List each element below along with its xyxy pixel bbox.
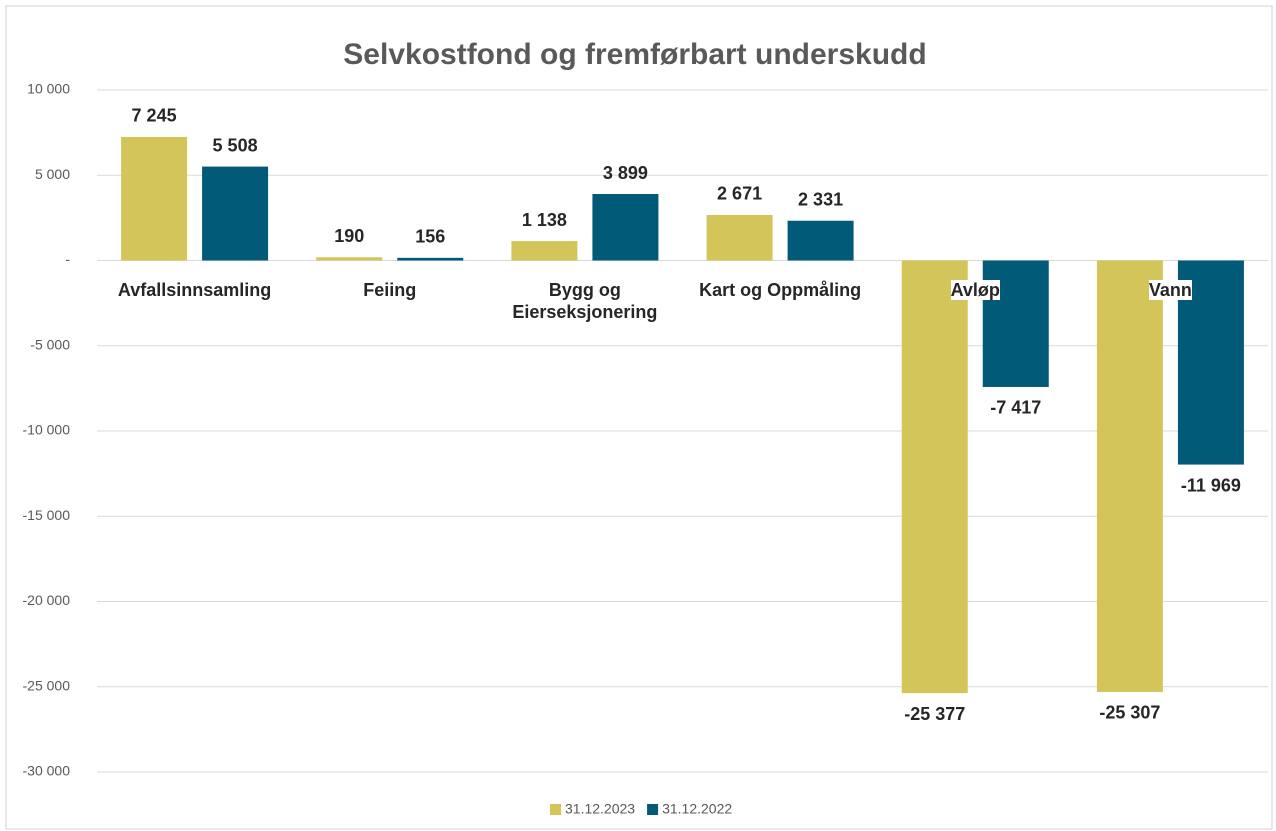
value-label: -25 307 <box>1099 703 1160 723</box>
bar <box>901 260 968 694</box>
value-label: 2 671 <box>717 184 762 204</box>
x-tick-label: Kart og Oppmåling <box>690 279 870 301</box>
value-label: 190 <box>334 226 364 246</box>
bar <box>397 257 464 261</box>
y-tick-label: - <box>65 251 70 267</box>
category-text: Kart og Oppmåling <box>699 279 862 300</box>
y-tick-label: -5 000 <box>30 336 70 352</box>
value-label: 3 899 <box>603 163 648 183</box>
legend-swatch <box>647 804 659 815</box>
value-label: -7 417 <box>990 398 1041 418</box>
bar <box>316 257 383 261</box>
bar <box>202 166 269 261</box>
legend-swatch <box>550 804 561 815</box>
y-tick-label: -10 000 <box>23 422 71 438</box>
chart-frame <box>5 5 1273 830</box>
value-label: -25 377 <box>904 704 965 724</box>
value-label: 2 331 <box>798 190 843 210</box>
value-label: -11 969 <box>1181 475 1241 495</box>
bar <box>592 194 659 261</box>
value-label: 5 508 <box>213 135 258 155</box>
chart-title: Selvkostfond og fremførbart underskudd <box>343 38 926 71</box>
category-text: Avløp <box>950 279 1000 300</box>
y-tick-label: -30 000 <box>23 763 71 779</box>
legend-label: 31.12.2022 <box>662 801 732 817</box>
x-tick-label: Feiing <box>300 279 480 301</box>
value-label: 7 245 <box>132 106 177 126</box>
bar <box>121 136 188 261</box>
category-text: Avfallsinnsamling <box>117 279 272 300</box>
x-tick-label: Avfallsinnsamling <box>105 279 285 301</box>
value-label: 156 <box>415 227 445 247</box>
bar <box>787 220 854 261</box>
bar <box>1096 260 1163 692</box>
category-text: Feiing <box>363 279 417 300</box>
bar <box>511 241 578 261</box>
y-tick-label: 10 000 <box>27 81 70 97</box>
y-tick-label: -20 000 <box>23 592 71 608</box>
legend-label: 31.12.2023 <box>565 801 635 817</box>
x-tick-label: Bygg og Eierseksjonering <box>495 279 675 323</box>
y-tick-label: -15 000 <box>23 507 71 523</box>
y-tick-label: 5 000 <box>35 166 70 182</box>
x-tick-label: Avløp <box>885 279 1065 301</box>
category-text: Bygg og Eierseksjonering <box>512 279 658 322</box>
y-tick-label: -25 000 <box>23 677 71 693</box>
bar <box>706 214 773 261</box>
value-label: 1 138 <box>522 210 567 230</box>
x-tick-label: Vann <box>1080 279 1260 301</box>
category-text: Vann <box>1148 279 1192 300</box>
